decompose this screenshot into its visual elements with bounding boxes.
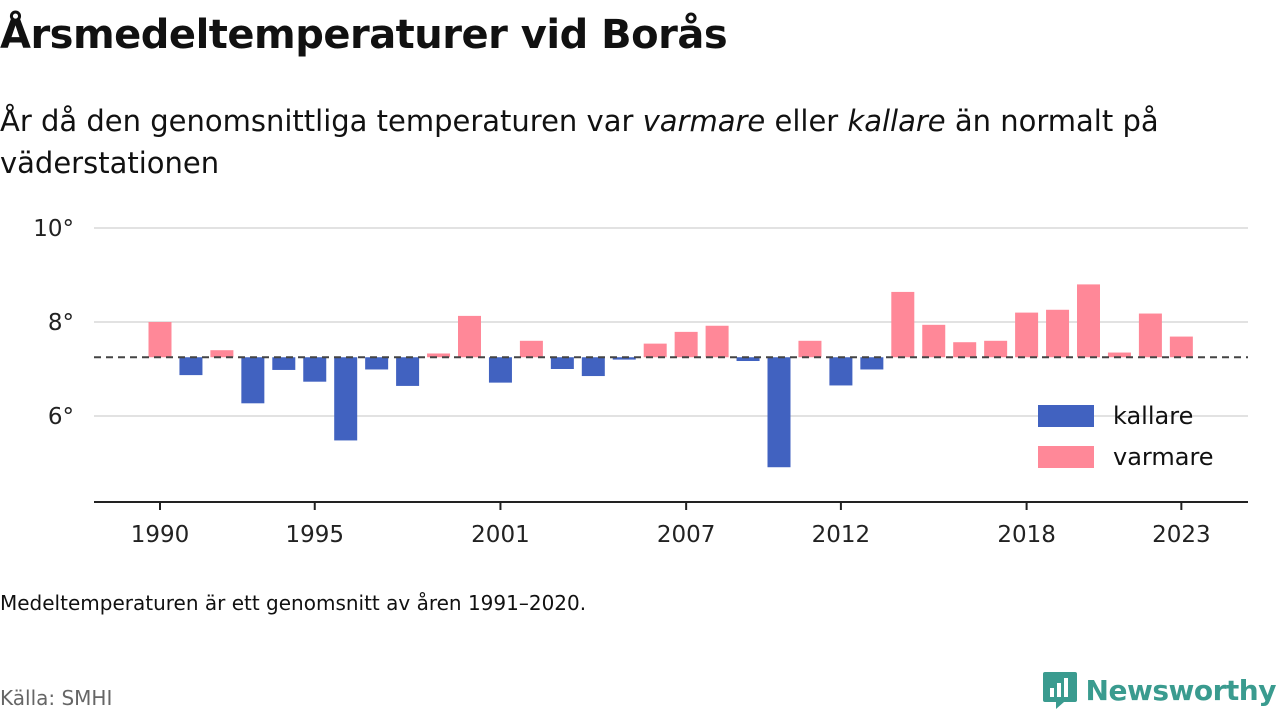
bar-1995 bbox=[303, 357, 327, 382]
bar-1994 bbox=[272, 357, 296, 370]
bar-1992 bbox=[210, 350, 234, 358]
bar-2022 bbox=[1138, 313, 1162, 358]
legend-label-kallare: kallare bbox=[1113, 402, 1193, 430]
bar-2011 bbox=[798, 340, 822, 358]
bar-1997 bbox=[365, 357, 389, 370]
bar-2005 bbox=[612, 357, 636, 360]
bar-2008 bbox=[705, 325, 729, 358]
bar-2010 bbox=[767, 357, 791, 468]
legend-swatch-varmare bbox=[1038, 446, 1094, 468]
bar-1998 bbox=[396, 357, 420, 386]
chart-subtitle: År då den genomsnittliga temperaturen va… bbox=[0, 100, 1270, 184]
subtitle-text-3: än normalt på väderstationen bbox=[0, 104, 1159, 180]
bar-1991 bbox=[179, 357, 203, 376]
x-tick-label: 1990 bbox=[131, 522, 190, 548]
newsworthy-brand: Newsworthy bbox=[1042, 670, 1277, 710]
newsworthy-logo-icon bbox=[1042, 672, 1077, 709]
bar-1996 bbox=[334, 357, 358, 441]
bar-1999 bbox=[427, 353, 451, 358]
x-tick-label: 2001 bbox=[471, 522, 530, 548]
x-tick-label: 2023 bbox=[1152, 522, 1211, 548]
bar-2000 bbox=[458, 315, 481, 358]
y-tick-label: 10° bbox=[33, 216, 74, 242]
bar-2001 bbox=[488, 357, 512, 383]
bar-2009 bbox=[736, 357, 760, 362]
bar-2013 bbox=[860, 357, 884, 370]
bar-2021 bbox=[1107, 352, 1131, 358]
bar-2004 bbox=[581, 357, 605, 377]
bar-2006 bbox=[643, 343, 667, 358]
bar-2019 bbox=[1046, 309, 1070, 358]
subtitle-warm-word: varmare bbox=[642, 104, 766, 138]
bar-2012 bbox=[829, 357, 853, 386]
brand-name: Newsworthy bbox=[1085, 673, 1277, 707]
temperature-bar-chart: 10° 8° 6° 1990 1995 2001 2007 2012 2018 2023 kalla… bbox=[33, 216, 1248, 548]
legend-swatch-kallare bbox=[1038, 405, 1094, 427]
x-tick-label: 1995 bbox=[285, 522, 344, 548]
bar-2016 bbox=[953, 342, 977, 358]
bar-2014 bbox=[891, 291, 915, 358]
bar-1990 bbox=[148, 322, 172, 358]
x-tick-label: 2007 bbox=[657, 522, 716, 548]
x-tick-label: 2012 bbox=[812, 522, 871, 548]
x-tick-label: 2018 bbox=[997, 522, 1056, 548]
bar-2018 bbox=[1015, 312, 1039, 358]
bar-2015 bbox=[922, 324, 946, 358]
footnote: Medeltemperaturen är ett genomsnitt av å… bbox=[0, 591, 587, 615]
chart-title: Årsmedeltemperaturer vid Borås bbox=[0, 12, 728, 58]
bar-2023 bbox=[1169, 336, 1193, 358]
subtitle-text-1: År då den genomsnittliga temperaturen va… bbox=[0, 104, 643, 138]
bar-2002 bbox=[519, 340, 543, 358]
bar-1993 bbox=[241, 357, 265, 404]
legend-label-varmare: varmare bbox=[1113, 443, 1214, 471]
bar-2007 bbox=[674, 331, 698, 358]
bar-2003 bbox=[550, 357, 574, 369]
bar-2017 bbox=[984, 340, 1008, 358]
source-note: Källa: SMHI bbox=[0, 686, 113, 710]
y-tick-label: 8° bbox=[48, 310, 74, 336]
bar-2020 bbox=[1077, 284, 1100, 358]
y-tick-label: 6° bbox=[48, 404, 74, 430]
subtitle-cold-word: kallare bbox=[847, 104, 946, 138]
subtitle-text-2: eller bbox=[765, 104, 848, 138]
